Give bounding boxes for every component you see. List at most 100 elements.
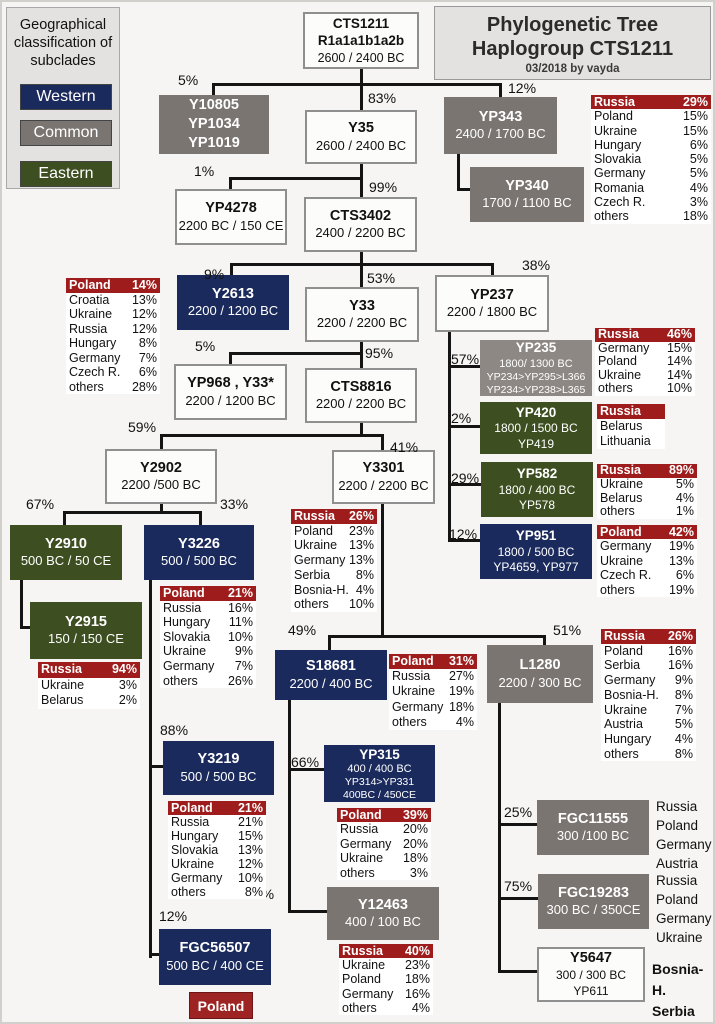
stats-row: others 18% (594, 209, 708, 224)
stats-row: Ukraine 9% (163, 644, 253, 659)
stats-row: Lithuania (600, 434, 651, 448)
stats-row: others 19% (600, 582, 694, 597)
connector-line (212, 83, 215, 95)
connector-line (160, 504, 163, 513)
stats-row: Ukraine 5% (600, 476, 694, 491)
node-yp237: YP237 2200 / 1800 BC (435, 275, 549, 332)
connector-line (230, 263, 233, 275)
node-yp951: YP951 1800 / 500 BC YP4659, YP977 (480, 524, 592, 579)
pct-label-yp420: 2% (451, 410, 472, 426)
connector-line (360, 69, 363, 85)
pct-label-y3301: 41% (390, 439, 419, 455)
connector-line (491, 263, 494, 275)
pct-label-y2613: 9% (204, 266, 225, 282)
stats-row: others 26% (163, 673, 253, 688)
legend-panel: Geographical classification of subclades… (6, 7, 120, 189)
connector-line (63, 511, 66, 525)
stats-row: Poland 14% (598, 354, 692, 369)
node-y3301: Y3301 2200 / 2200 BC (332, 450, 435, 504)
stats-row: Austria 5% (604, 717, 693, 732)
node-cts1211: CTS1211 R1a1a1b1a2b 2600 / 2400 BC (303, 12, 419, 69)
pct-label-s18681: 49% (288, 622, 317, 638)
node-y3219: Y3219 500 / 500 BC (163, 741, 274, 795)
country-label: Russia (656, 873, 698, 888)
pct-label-yp951: 12% (449, 526, 478, 542)
node-y5647: Y5647 300 / 300 BC YP611 (537, 947, 645, 1002)
page-title-line1: Phylogenetic Tree (486, 14, 659, 36)
stats-row: Germany 19% (600, 539, 694, 554)
legend-item-eastern: Eastern (20, 161, 112, 187)
stats-row: Russia 12% (69, 321, 157, 336)
pct-label-y33: 53% (367, 270, 396, 286)
stats-row: Germany 15% (598, 340, 692, 355)
stats-row: Russia 27% (392, 669, 474, 684)
connector-line (328, 635, 331, 650)
stats-row: Poland 18% (342, 972, 430, 987)
country-label: Poland (656, 892, 699, 907)
countries-fgc11555: Russia Poland Germany Austria (656, 797, 712, 873)
connector-line (288, 910, 327, 913)
stats-yp582: Russia 89% Ukraine 5% Belarus 4% others 1% (597, 463, 697, 520)
node-fgc56507: FGC56507 500 BC / 400 CE (159, 929, 271, 985)
connector-line (499, 83, 502, 97)
stats-header: Russia 29% (591, 95, 711, 110)
connector-line (20, 626, 30, 629)
title-byline: 03/2018 by vayda (525, 63, 620, 75)
country-label: Serbia (652, 1003, 695, 1019)
node-yp235: YP235 1800/ 1300 BC YP234>YP295>L366 YP2… (480, 340, 592, 396)
connector-line (360, 164, 363, 197)
stats-row: others 10% (294, 597, 374, 612)
stats-row: Poland 16% (604, 643, 693, 658)
stats-header: Poland 14% (66, 278, 160, 293)
stats-l1280: Russia 26% Poland 16% Serbia 16% Germany 9% Bos… (601, 629, 696, 762)
node-yp968: YP968 , Y33* 2200 / 1200 BC (174, 364, 287, 420)
connector-line (498, 897, 538, 900)
stats-row: Czech R. 6% (69, 365, 157, 379)
pct-label-y3226: 33% (220, 496, 249, 512)
legend-item-label: Eastern (38, 165, 94, 182)
node-yp340: YP340 1700 / 1100 BC (470, 167, 584, 222)
stats-row: Germany 9% (604, 673, 693, 688)
connector-line (498, 823, 537, 826)
stats-y3301: Russia 26% Poland 23% Ukraine 13% Germany 13% S… (291, 509, 377, 612)
connector-line (360, 423, 363, 436)
stats-row: Ukraine 15% (594, 123, 708, 138)
connector-line (20, 580, 23, 629)
stats-row: Russia 21% (171, 815, 263, 829)
connector-line (199, 511, 202, 525)
stats-row: Serbia 16% (604, 658, 693, 673)
stats-header: Poland 42% (597, 525, 697, 540)
connector-line (229, 352, 232, 364)
stats-row: Hungary 8% (69, 336, 157, 350)
stats-header: Poland 21% (168, 801, 266, 815)
pct-label-cts8816: 95% (365, 345, 394, 361)
connector-line (448, 365, 480, 368)
connector-line (448, 539, 480, 542)
stats-row: Czech R. 6% (600, 568, 694, 583)
node-yp420: YP420 1800 / 1500 BC YP419 (480, 402, 592, 454)
stats-header: Russia 26% (601, 629, 696, 644)
country-label: Austria (656, 856, 699, 871)
connector-line (457, 154, 460, 191)
stats-row: Ukraine 13% (294, 538, 374, 553)
stats-row: Russia 20% (340, 822, 428, 837)
stats-header: Poland 39% (337, 808, 431, 823)
pct-label-yp237: 38% (522, 257, 551, 273)
country-label: Poland (656, 818, 699, 833)
stats-row: Belarus 4% (600, 490, 694, 505)
connector-line (543, 635, 546, 645)
pct-label-y3219: 88% (160, 722, 189, 738)
stats-row: Germany 5% (594, 166, 708, 181)
pct-label-yp582: 29% (451, 470, 480, 486)
stats-row: Belarus 2% (41, 693, 137, 707)
legend-item-common: Common (20, 120, 112, 146)
stats-row: Poland 15% (594, 109, 708, 124)
connector-line (160, 434, 384, 437)
stats-row: Bosnia-H. 8% (604, 687, 693, 702)
node-yp343: YP343 2400 / 1700 BC (444, 97, 557, 154)
stats-y2613: Poland 14% Croatia 13% Ukraine 12% Russia 12% H… (66, 278, 160, 394)
connector-line (328, 635, 546, 638)
pct-label-yp315: 66% (291, 754, 320, 770)
stats-row: Ukraine 3% (41, 677, 137, 692)
